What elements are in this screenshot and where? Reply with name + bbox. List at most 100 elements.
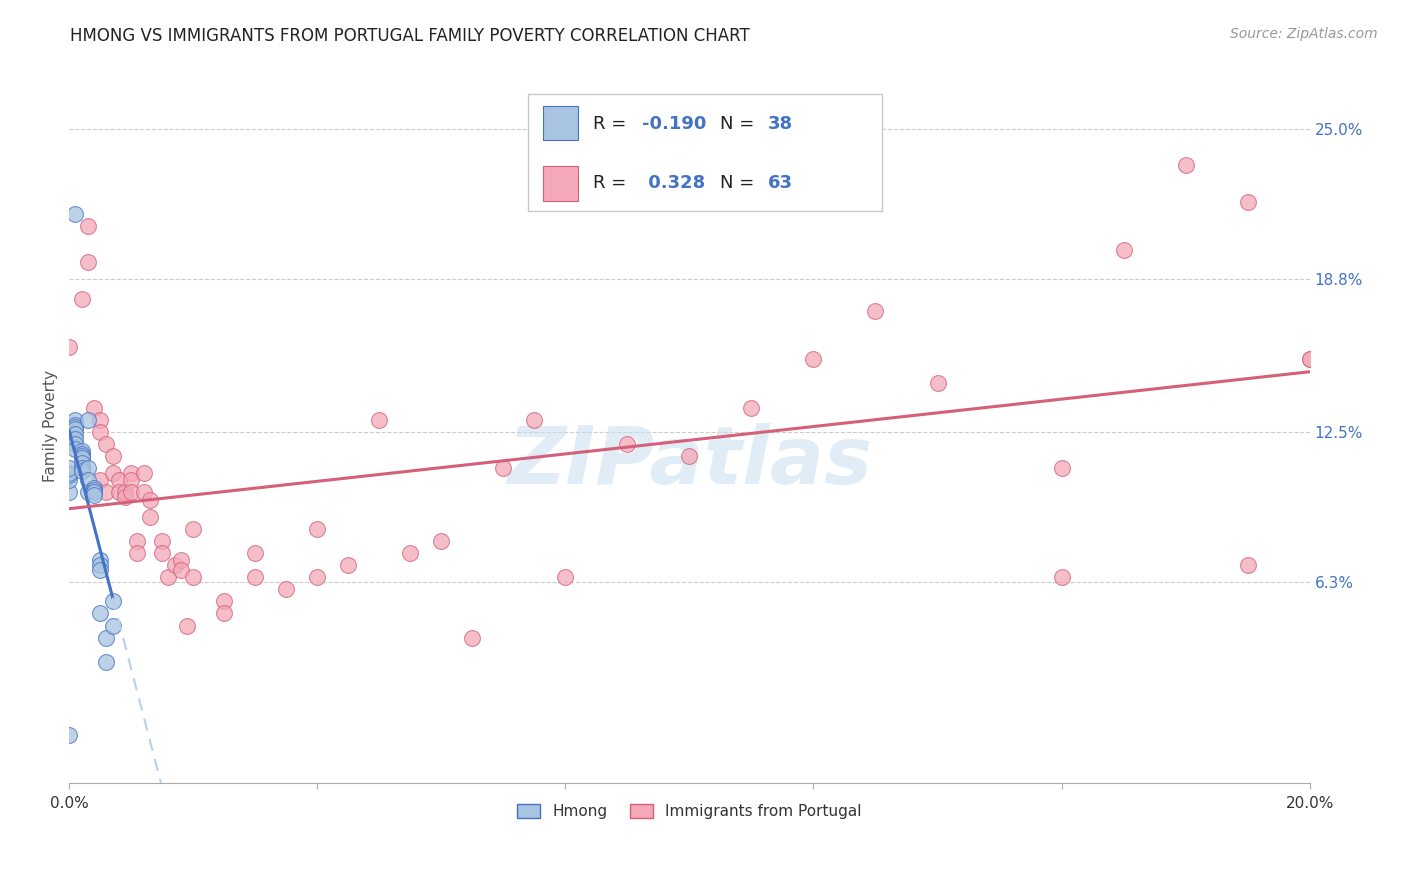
Point [132,485,155,500]
Point [70,449,93,463]
Point [58,728,80,742]
Point [65,420,87,434]
Point [523,413,546,427]
Point [58,468,80,483]
Point [399,546,422,560]
Point [127,533,149,548]
Point [245,570,267,584]
Point [108,485,131,500]
Point [89,553,111,567]
Point [114,490,136,504]
Point [58,466,80,480]
Point [120,485,142,500]
FancyBboxPatch shape [529,94,882,211]
Point [307,570,329,584]
Point [214,607,236,621]
Point [96,485,118,500]
Point [1112,243,1135,257]
Text: ZIPatlas: ZIPatlas [508,423,872,500]
Point [89,413,111,427]
Point [70,292,93,306]
Bar [543,105,578,140]
Point [89,425,111,439]
Text: 63: 63 [768,174,793,192]
Point [740,401,762,415]
Point [170,553,193,567]
Point [181,570,204,584]
Point [65,427,87,442]
Text: N =: N = [720,114,761,133]
Point [65,432,87,446]
Point [83,485,105,500]
Point [276,582,298,597]
Text: N =: N = [720,174,761,192]
Point [89,563,111,577]
Point [65,207,87,221]
Point [492,461,515,475]
Point [65,442,87,456]
Point [1050,570,1073,584]
Point [927,376,949,391]
Point [150,546,173,560]
Point [214,594,236,608]
Point [108,473,131,487]
Point [70,451,93,466]
Point [101,449,124,463]
Text: HMONG VS IMMIGRANTS FROM PORTUGAL FAMILY POVERTY CORRELATION CHART: HMONG VS IMMIGRANTS FROM PORTUGAL FAMILY… [70,27,749,45]
Point [58,340,80,354]
Point [65,437,87,451]
Point [307,522,329,536]
Point [176,618,198,632]
Point [865,303,887,318]
Point [616,437,638,451]
Point [65,413,87,427]
Bar [543,167,578,201]
Point [70,456,93,470]
Point [181,522,204,536]
Point [96,437,118,451]
Point [120,473,142,487]
Point [150,533,173,548]
Point [96,631,118,645]
Point [461,631,484,645]
Point [96,655,118,669]
Point [89,473,111,487]
Text: R =: R = [593,114,631,133]
Point [1236,558,1258,572]
Point [157,570,180,584]
Point [101,618,124,632]
Point [83,483,105,497]
Point [1298,352,1320,367]
Point [58,473,80,487]
Point [127,546,149,560]
Point [120,466,142,480]
Point [89,607,111,621]
Point [70,464,93,478]
Point [89,558,111,572]
Text: Source: ZipAtlas.com: Source: ZipAtlas.com [1230,27,1378,41]
Point [58,461,80,475]
Point [139,509,162,524]
Point [1050,461,1073,475]
Point [114,485,136,500]
Text: 0.328: 0.328 [643,174,706,192]
Point [337,558,360,572]
Point [58,485,80,500]
Point [76,461,98,475]
Point [554,570,576,584]
Point [245,546,267,560]
Point [1236,194,1258,209]
Point [70,447,93,461]
Legend: Hmong, Immigrants from Portugal: Hmong, Immigrants from Portugal [510,798,868,825]
Point [76,255,98,269]
Point [76,413,98,427]
Point [65,422,87,436]
Point [430,533,453,548]
Point [83,401,105,415]
Point [83,481,105,495]
Point [70,444,93,458]
Point [76,473,98,487]
Point [76,485,98,500]
Point [101,466,124,480]
Point [368,413,391,427]
